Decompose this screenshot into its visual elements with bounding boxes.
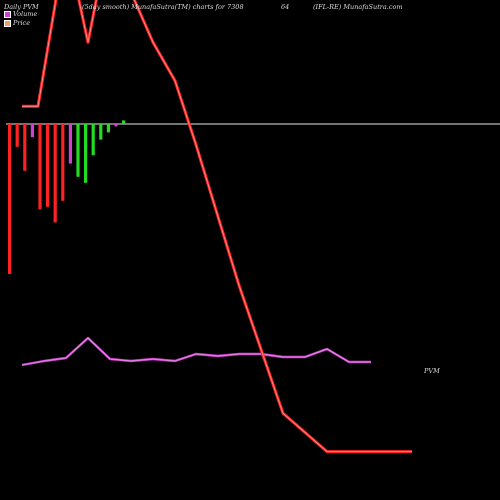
volume-bar	[91, 124, 95, 156]
legend-price: Price	[4, 19, 30, 27]
legend-volume-label: Volume	[13, 10, 38, 18]
volume-bar	[84, 124, 88, 183]
volume-bar	[53, 124, 57, 223]
volume-bar	[23, 124, 27, 171]
legend-price-swatch	[4, 19, 11, 27]
legend-volume: Volume	[4, 10, 37, 18]
pvm-line	[21, 336, 371, 367]
volume-bar	[106, 124, 110, 133]
chart-header-number: 64	[281, 3, 290, 11]
chart-header-left: Daily PVM	[4, 3, 39, 11]
price-line	[22, 0, 412, 454]
volume-bar	[15, 124, 19, 147]
pvm-end-label: PVM	[424, 367, 440, 375]
volume-bar	[46, 124, 50, 207]
volume-bar	[76, 124, 80, 177]
volume-bar	[99, 124, 103, 140]
volume-bar	[8, 124, 12, 274]
legend-volume-swatch	[4, 10, 11, 18]
legend-price-label: Price	[13, 19, 31, 27]
price-line-highlight	[22, 0, 412, 453]
volume-bar	[61, 124, 65, 201]
chart-header-center: (5day smooth) MunafaSutra(TM) charts for…	[82, 3, 244, 11]
chart-header-right: (IFL-RE) MunafaSutra.com	[313, 3, 403, 11]
pvm-line-highlight	[21, 337, 371, 366]
volume-bar	[38, 124, 42, 210]
volume-bar	[30, 124, 34, 138]
volume-bars	[8, 120, 126, 274]
volume-bar	[68, 124, 72, 164]
volume-bar	[114, 124, 118, 127]
volume-bar	[122, 120, 126, 124]
